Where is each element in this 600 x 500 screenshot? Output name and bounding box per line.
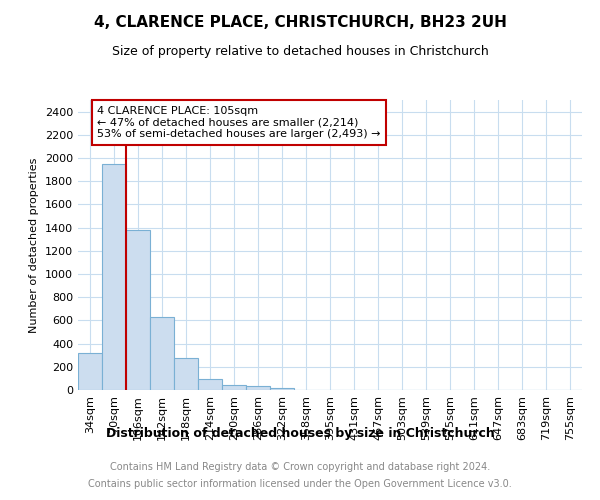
Bar xyxy=(150,317,174,390)
Bar xyxy=(126,230,150,390)
Bar xyxy=(222,386,246,390)
Text: Contains public sector information licensed under the Open Government Licence v3: Contains public sector information licen… xyxy=(88,479,512,489)
Text: Size of property relative to detached houses in Christchurch: Size of property relative to detached ho… xyxy=(112,45,488,58)
Text: 4, CLARENCE PLACE, CHRISTCHURCH, BH23 2UH: 4, CLARENCE PLACE, CHRISTCHURCH, BH23 2U… xyxy=(94,15,506,30)
Text: Distribution of detached houses by size in Christchurch: Distribution of detached houses by size … xyxy=(106,428,494,440)
Bar xyxy=(198,379,222,390)
Bar xyxy=(246,386,270,390)
Text: Contains HM Land Registry data © Crown copyright and database right 2024.: Contains HM Land Registry data © Crown c… xyxy=(110,462,490,472)
Bar xyxy=(270,388,294,390)
Bar xyxy=(174,358,198,390)
Text: 4 CLARENCE PLACE: 105sqm
← 47% of detached houses are smaller (2,214)
53% of sem: 4 CLARENCE PLACE: 105sqm ← 47% of detach… xyxy=(97,106,381,139)
Y-axis label: Number of detached properties: Number of detached properties xyxy=(29,158,40,332)
Bar xyxy=(102,164,126,390)
Bar xyxy=(78,353,102,390)
